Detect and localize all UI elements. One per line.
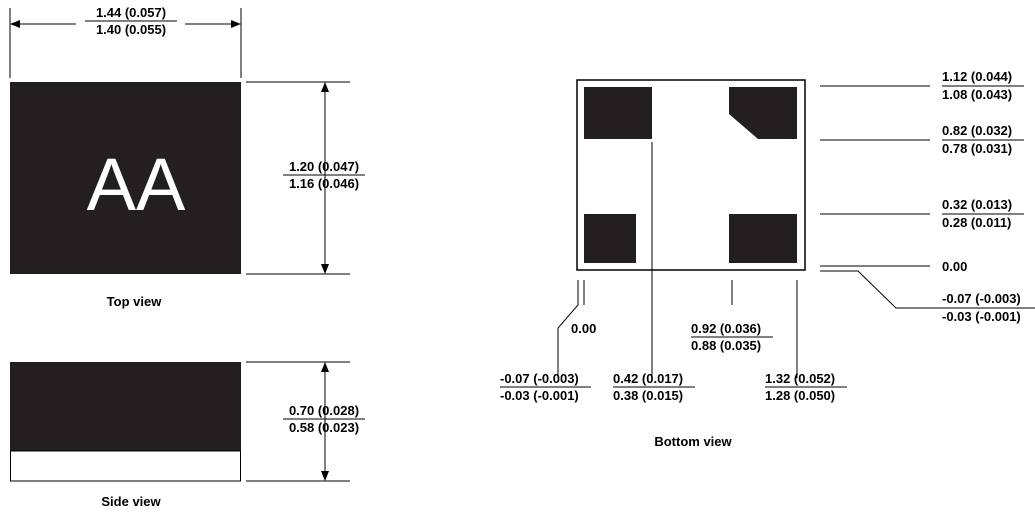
top-height-min: 1.16 (0.046) <box>289 176 359 191</box>
right-dim-5-max: -0.07 (-0.003) <box>942 291 1021 306</box>
right-dim-2-min: 0.78 (0.031) <box>942 141 1012 156</box>
top-view: AA 1.44 (0.057) 1.40 (0.055) 1.20 (0.047… <box>9 5 365 309</box>
side-view-caption: Side view <box>101 494 161 509</box>
pad-top-right <box>729 87 797 139</box>
right-dim-1-min: 1.08 (0.043) <box>942 87 1012 102</box>
top-view-caption: Top view <box>107 294 163 309</box>
bottom-dim-132-min: 1.28 (0.050) <box>765 388 835 403</box>
bottom-dim-132-max: 1.32 (0.052) <box>765 371 835 386</box>
right-dim-3-max: 0.32 (0.013) <box>942 197 1012 212</box>
bottom-view: 1.12 (0.044) 1.08 (0.043) 0.82 (0.032) 0… <box>500 69 1035 449</box>
side-view-body <box>10 362 241 451</box>
top-width-min: 1.40 (0.055) <box>96 22 166 37</box>
top-width-max: 1.44 (0.057) <box>96 5 166 20</box>
side-height-min: 0.58 (0.023) <box>289 420 359 435</box>
top-view-body <box>10 82 241 274</box>
pad-bottom-right <box>729 214 797 263</box>
bottom-dim-zero: 0.00 <box>571 321 596 336</box>
side-height-max: 0.70 (0.028) <box>289 403 359 418</box>
bottom-dim-042-min: 0.38 (0.015) <box>613 388 683 403</box>
ext-b-neg <box>557 280 579 378</box>
right-dim-4-zero: 0.00 <box>942 259 967 274</box>
bottom-dim-042-max: 0.42 (0.017) <box>613 371 683 386</box>
bottom-dim-092-min: 0.88 (0.035) <box>691 338 761 353</box>
pad-bottom-left <box>584 214 636 263</box>
side-view: 0.70 (0.028) 0.58 (0.023) Side view <box>10 361 365 509</box>
right-dim-2-max: 0.82 (0.032) <box>942 123 1012 138</box>
bottom-dim-neg-max: -0.07 (-0.003) <box>500 371 579 386</box>
right-dim-3-min: 0.28 (0.011) <box>942 215 1011 230</box>
right-dim-5-min: -0.03 (-0.001) <box>942 309 1021 324</box>
bottom-dim-neg-min: -0.03 (-0.001) <box>500 388 579 403</box>
bottom-view-caption: Bottom view <box>654 434 732 449</box>
bottom-dim-092-max: 0.92 (0.036) <box>691 321 761 336</box>
top-view-marking: AA <box>87 143 186 226</box>
pad-top-left <box>584 87 652 139</box>
top-height-max: 1.20 (0.047) <box>289 159 359 174</box>
side-view-base <box>10 450 241 482</box>
right-dim-1-max: 1.12 (0.044) <box>942 69 1012 84</box>
